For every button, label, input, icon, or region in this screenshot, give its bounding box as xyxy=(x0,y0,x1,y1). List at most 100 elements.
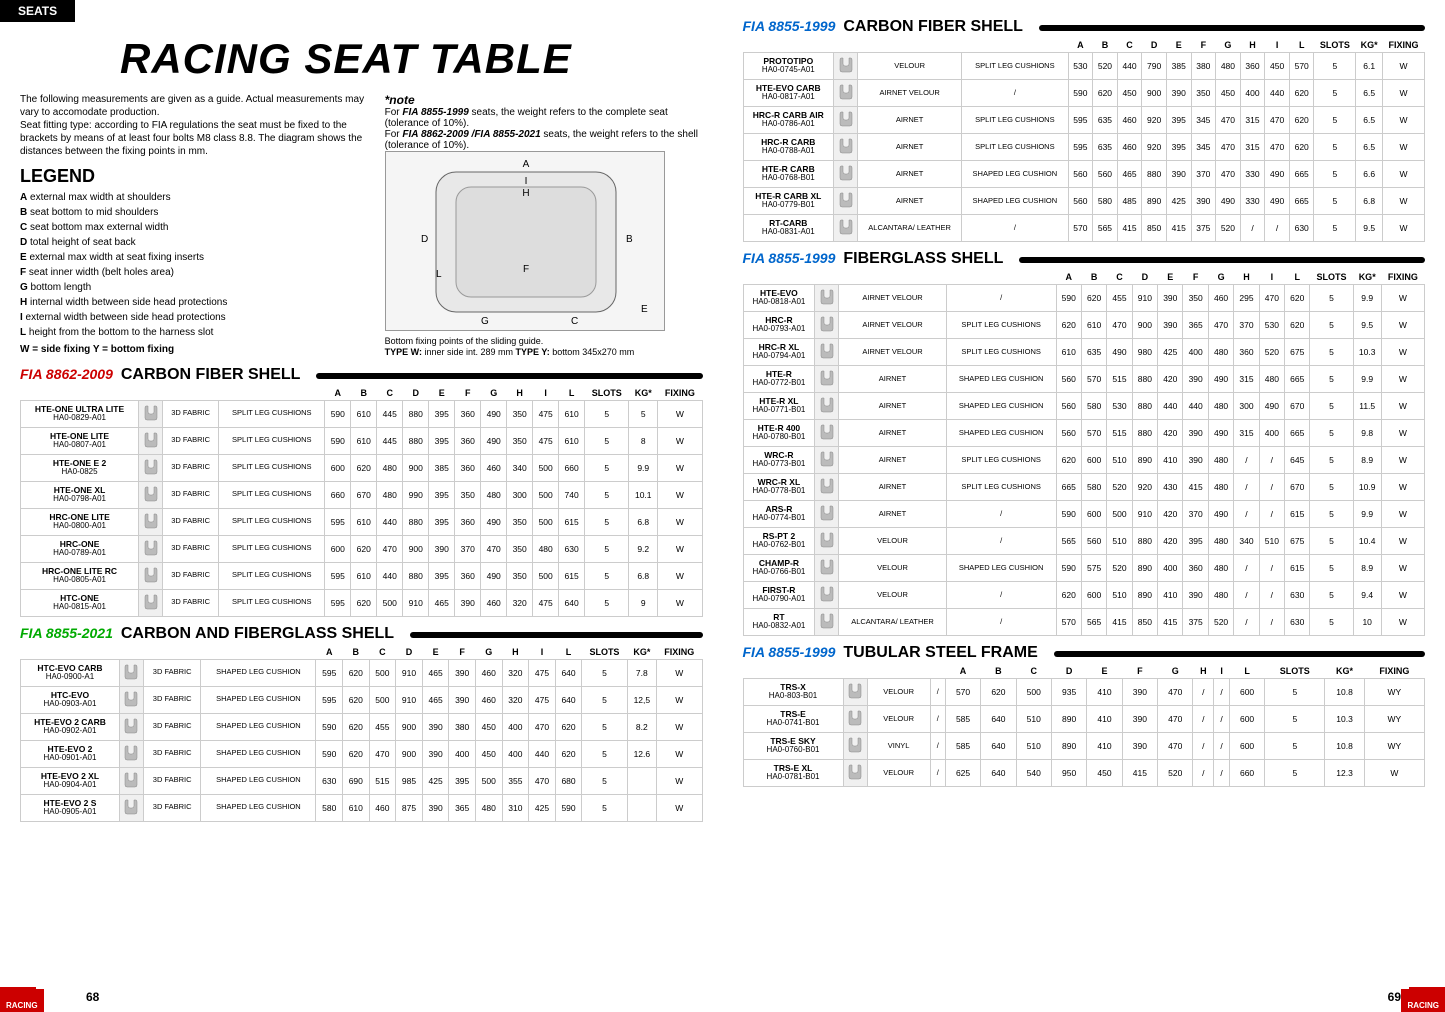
value-cell: 665 xyxy=(1289,188,1314,215)
cushion: SHAPED LEG CUSHION xyxy=(946,366,1056,393)
table-row: HTE-R CARBHA0-0768-B01AIRNETSHAPED LEG C… xyxy=(743,161,1425,188)
value-cell: 390 xyxy=(1122,706,1157,733)
intro-text: The following measurements are given as … xyxy=(20,93,370,158)
value-cell: 630 xyxy=(1289,215,1314,242)
value-cell: 5 xyxy=(1310,447,1353,474)
col-header: F xyxy=(1122,664,1157,679)
col-header: G xyxy=(1158,664,1193,679)
legend-item: D total height of seat back xyxy=(20,236,370,250)
material: AIRNET xyxy=(858,161,962,188)
value-cell: 470 xyxy=(1107,312,1132,339)
value-cell: / xyxy=(1193,679,1214,706)
value-cell: 6.5 xyxy=(1356,80,1383,107)
value-cell: 880 xyxy=(1132,393,1157,420)
cushion: / xyxy=(930,679,945,706)
value-cell: 620 xyxy=(1056,312,1081,339)
cushion: SHAPED LEG CUSHION xyxy=(962,161,1068,188)
value-cell: 5 xyxy=(1314,188,1356,215)
value-cell: 395 xyxy=(429,427,455,454)
value-cell: 440 xyxy=(1158,393,1183,420)
value-cell: 665 xyxy=(1285,420,1310,447)
seat-icon-cell xyxy=(119,659,143,686)
value-cell: 320 xyxy=(507,589,533,616)
value-cell: 520 xyxy=(1259,339,1284,366)
value-cell: W xyxy=(1381,474,1424,501)
seat-name: CHAMP-RHA0-0766-B01 xyxy=(743,555,815,582)
value-cell: 425 xyxy=(529,794,556,821)
seat-name: WRC-R XLHA0-0778-B01 xyxy=(743,474,815,501)
value-cell: 390 xyxy=(422,794,449,821)
value-cell: 5 xyxy=(1310,555,1353,582)
value-cell: / xyxy=(1265,215,1290,242)
table-row: HTE-ONE E 2HA0-08253D FABRICSPLIT LEG CU… xyxy=(21,454,703,481)
col-header: FIXING xyxy=(1383,38,1425,53)
value-cell: 900 xyxy=(1132,312,1157,339)
material: AIRNET VELOUR xyxy=(858,80,962,107)
seat-name: HTE-ONE E 2HA0-0825 xyxy=(21,454,139,481)
seat-name: HTE-ONE LITEHA0-0807-A01 xyxy=(21,427,139,454)
cushion: SPLIT LEG CUSHIONS xyxy=(219,508,325,535)
value-cell: 365 xyxy=(1183,312,1208,339)
cushion: SPLIT LEG CUSHIONS xyxy=(219,400,325,427)
cushion: SHAPED LEG CUSHION xyxy=(201,713,316,740)
value-cell: 585 xyxy=(945,706,980,733)
value-cell: 660 xyxy=(325,481,351,508)
legend-item: L height from the bottom to the harness … xyxy=(20,326,370,340)
value-cell: 400 xyxy=(1183,339,1208,366)
value-cell: 480 xyxy=(1208,447,1233,474)
value-cell: 450 xyxy=(1265,53,1290,80)
value-cell: 615 xyxy=(1285,555,1310,582)
material: 3D FABRIC xyxy=(163,508,219,535)
value-cell: 480 xyxy=(1208,582,1233,609)
value-cell: 390 xyxy=(1191,188,1216,215)
col-header: I xyxy=(1214,664,1230,679)
value-cell: 570 xyxy=(1068,215,1093,242)
cushion: SPLIT LEG CUSHIONS xyxy=(219,562,325,589)
value-cell: 425 xyxy=(1166,188,1191,215)
value-cell: 500 xyxy=(369,686,396,713)
col-header: B xyxy=(981,664,1016,679)
value-cell: W xyxy=(657,794,702,821)
col-header: E xyxy=(1087,664,1122,679)
material: 3D FABRIC xyxy=(163,481,219,508)
table-row: TRS-E SKYHA0-0760-B01VINYL/5856405108904… xyxy=(743,733,1425,760)
cushion: SPLIT LEG CUSHIONS xyxy=(219,589,325,616)
value-cell: 490 xyxy=(1208,366,1233,393)
value-cell: 385 xyxy=(429,454,455,481)
material: AIRNET VELOUR xyxy=(839,285,946,312)
col-header: H xyxy=(507,386,533,401)
value-cell: 465 xyxy=(422,659,449,686)
value-cell: 10.8 xyxy=(1325,733,1364,760)
value-cell: 600 xyxy=(325,535,351,562)
value-cell: 610 xyxy=(559,400,585,427)
value-cell: W xyxy=(1381,339,1424,366)
value-cell: 490 xyxy=(1259,393,1284,420)
value-cell: 9 xyxy=(629,589,658,616)
seat-name: HTC-EVOHA0-0903-A01 xyxy=(21,686,120,713)
value-cell: 910 xyxy=(403,589,429,616)
cushion: SPLIT LEG CUSHIONS xyxy=(962,53,1068,80)
value-cell: 425 xyxy=(1158,339,1183,366)
value-cell: 475 xyxy=(533,589,559,616)
value-cell: 595 xyxy=(1068,134,1093,161)
col-header: FIXING xyxy=(658,386,702,401)
value-cell: 600 xyxy=(1081,501,1106,528)
seat-name: HTE-EVO CARBHA0-0817-A01 xyxy=(743,80,834,107)
seat-name: HRC-R XLHA0-0794-A01 xyxy=(743,339,815,366)
value-cell: 690 xyxy=(343,767,370,794)
value-cell: 640 xyxy=(981,706,1016,733)
value-cell: 395 xyxy=(429,481,455,508)
section-name: TUBULAR STEEL FRAME xyxy=(843,644,1037,662)
value-cell: 5 xyxy=(1314,134,1356,161)
value-cell: 380 xyxy=(1191,53,1216,80)
value-cell: 8 xyxy=(629,427,658,454)
col-header: SLOTS xyxy=(1310,270,1353,285)
seat-name: ARS-RHA0-0774-B01 xyxy=(743,501,815,528)
value-cell: / xyxy=(1234,555,1259,582)
value-cell: / xyxy=(1234,609,1259,636)
value-cell: 380 xyxy=(449,713,476,740)
value-cell: 850 xyxy=(1132,609,1157,636)
value-cell: 390 xyxy=(429,535,455,562)
value-cell: W xyxy=(657,713,702,740)
value-cell: 370 xyxy=(455,535,481,562)
